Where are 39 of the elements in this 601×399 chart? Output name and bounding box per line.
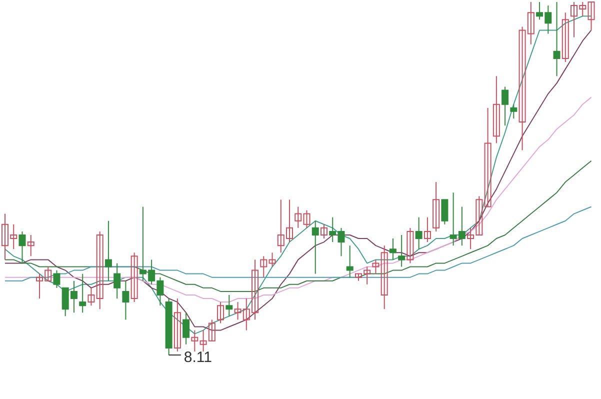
candlestick — [122, 280, 130, 320]
candlestick — [217, 302, 224, 324]
candlestick — [484, 107, 492, 208]
candlestick — [510, 104, 518, 119]
candlestick — [553, 2, 560, 77]
candlestick — [191, 330, 198, 352]
candlestick — [380, 245, 388, 310]
candlestick — [398, 234, 406, 268]
candlestick — [260, 256, 268, 278]
candlestick — [492, 76, 500, 144]
candlestick — [294, 206, 302, 228]
candlestick — [389, 238, 396, 260]
candlestick — [96, 230, 104, 310]
candlestick — [226, 294, 233, 317]
candlestick — [104, 220, 112, 282]
candlestick — [303, 210, 310, 228]
candlestick — [415, 216, 422, 250]
candlestick — [79, 273, 86, 314]
annotation: 8.11 — [184, 349, 212, 366]
candlestick — [588, 2, 595, 31]
candlestick — [53, 270, 60, 288]
candlestick — [432, 182, 440, 232]
candlestick — [268, 252, 276, 268]
candlestick — [88, 287, 95, 306]
candlestick — [174, 298, 181, 352]
candlestick — [320, 224, 328, 240]
candlestick — [130, 252, 138, 303]
candlestick — [562, 12, 569, 63]
candlestick — [502, 86, 509, 126]
candlestick — [441, 199, 448, 225]
candlestick — [346, 245, 354, 278]
candlestick — [372, 259, 380, 274]
candlestick — [27, 234, 34, 257]
candlestick — [406, 227, 414, 264]
candlestick — [182, 312, 190, 345]
candlestick — [424, 216, 431, 243]
candlestick — [312, 220, 319, 274]
candlestick — [18, 230, 26, 264]
candlestick — [114, 262, 121, 300]
